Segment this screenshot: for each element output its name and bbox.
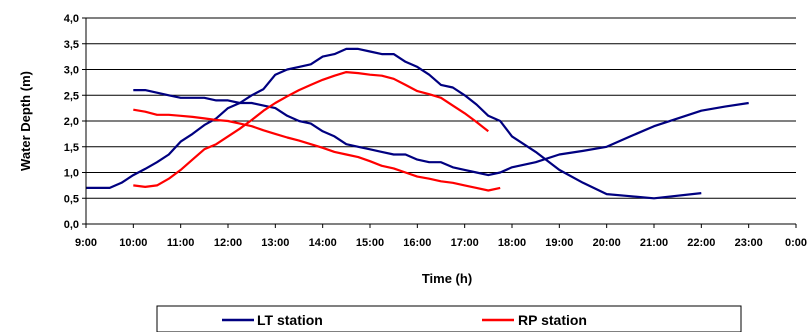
series-lines [86, 47, 749, 200]
x-tick-label: 18:00 [498, 237, 526, 249]
x-tick-label: 0:00 [785, 237, 807, 249]
series-line-rp-station [133, 71, 489, 188]
y-tick-label: 4,0 [64, 13, 79, 25]
legend: LT station RP station [156, 305, 742, 332]
x-tick-label: 16:00 [403, 237, 431, 249]
x-tick-label: 10:00 [119, 237, 147, 249]
y-tick-label: 1,0 [64, 168, 79, 180]
x-tick-label: 17:00 [451, 237, 479, 249]
x-tick-label: 14:00 [309, 237, 337, 249]
y-tick-label: 0,0 [64, 219, 79, 231]
y-axis-title: Water Depth (m) [18, 71, 33, 171]
legend-label-lt-station: LT station [257, 312, 323, 328]
series-line-lt-station [86, 47, 702, 200]
tick-labels: 0,0 0,5 1,0 1,5 2,0 2,5 3,0 3,5 4,0 9:00 10:00 11:0… [64, 13, 807, 249]
series-line-lt-station [133, 89, 749, 177]
x-tick-label: 21:00 [640, 237, 668, 249]
x-tick-label: 12:00 [214, 237, 242, 249]
x-tick-label: 11:00 [167, 237, 195, 249]
x-tick-label: 22:00 [687, 237, 715, 249]
series-line-rp-station [133, 108, 501, 192]
gridlines [86, 17, 796, 225]
legend-box [156, 305, 742, 332]
legend-label-rp-station: RP station [518, 312, 587, 328]
y-tick-label: 2,0 [64, 116, 79, 128]
x-tick-label: 15:00 [356, 237, 384, 249]
y-tick-label: 1,5 [64, 142, 79, 154]
x-axis-title: Time (h) [422, 271, 472, 286]
x-tick-label: 23:00 [735, 237, 763, 249]
x-tick-label: 13:00 [261, 237, 289, 249]
y-tick-label: 2,5 [64, 90, 79, 102]
y-tick-label: 0,5 [64, 193, 79, 205]
x-tick-label: 19:00 [545, 237, 573, 249]
axes [82, 17, 797, 228]
y-tick-label: 3,0 [64, 65, 79, 77]
y-tick-label: 3,5 [64, 39, 79, 51]
x-tick-label: 20:00 [593, 237, 621, 249]
x-tick-label: 9:00 [75, 237, 97, 249]
